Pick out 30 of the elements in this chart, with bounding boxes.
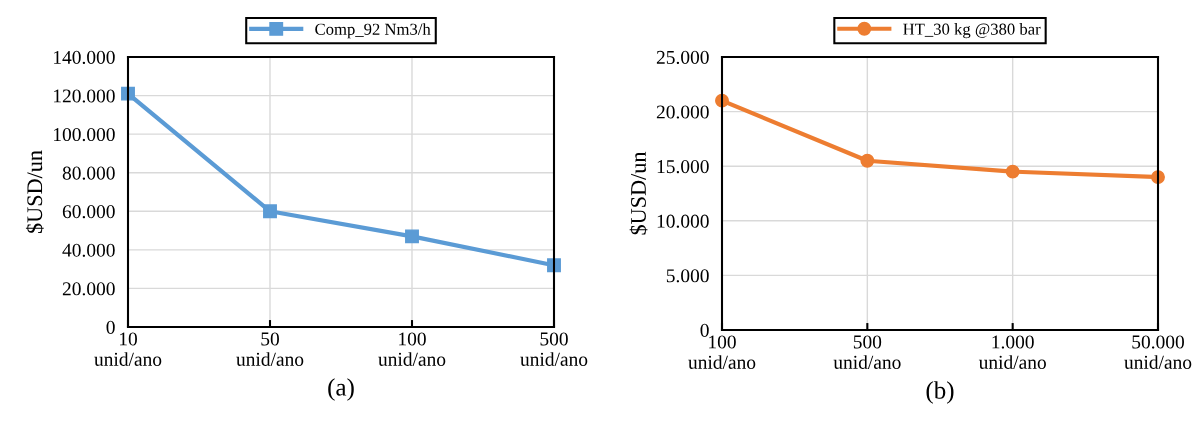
- legend-label: HT_30 kg @380 bar: [903, 23, 1041, 39]
- point: [860, 153, 875, 168]
- x-tick-label: 1.000 unid/ano: [978, 335, 1046, 369]
- x-tick-label: 100 unid/ano: [378, 332, 446, 366]
- y-tick-label: 0: [700, 323, 709, 337]
- point: [405, 229, 419, 244]
- y-tick-label: 120.000: [54, 89, 115, 103]
- y-tick-label: 10.000: [657, 214, 709, 228]
- y-axis-title: $USD/un: [629, 151, 648, 235]
- y-tick-label: 25.000: [656, 50, 709, 65]
- y-tick-label: 20.000: [656, 105, 709, 119]
- y-tick-label: 140.000: [54, 50, 115, 65]
- y-tick-label: 100.000: [54, 127, 115, 142]
- y-tick-label: 20.000: [62, 282, 115, 296]
- x-tick-label: 50.000 unid/ano: [1124, 335, 1192, 369]
- point: [1005, 164, 1020, 179]
- x-axis-title: (b): [926, 381, 954, 404]
- y-tick-label: 15.000: [657, 160, 709, 174]
- x-tick-label: 500 unid/ano: [520, 332, 588, 366]
- y-tick-label: 0: [106, 320, 115, 334]
- y-tick-label: 40.000: [62, 243, 115, 257]
- y-axis-title: $USD/un: [25, 150, 44, 234]
- x-tick-label: 50 unid/ano: [236, 332, 304, 366]
- x-axis-title: (a): [328, 378, 354, 401]
- legend-label: Comp_92 Nm3/h: [315, 23, 431, 39]
- point: [263, 204, 277, 219]
- y-tick-label: 80.000: [62, 166, 115, 180]
- y-tick-label: 5.000: [666, 269, 709, 283]
- x-tick-label: 500 unid/ano: [833, 335, 901, 369]
- y-tick-label: 60.000: [62, 205, 115, 219]
